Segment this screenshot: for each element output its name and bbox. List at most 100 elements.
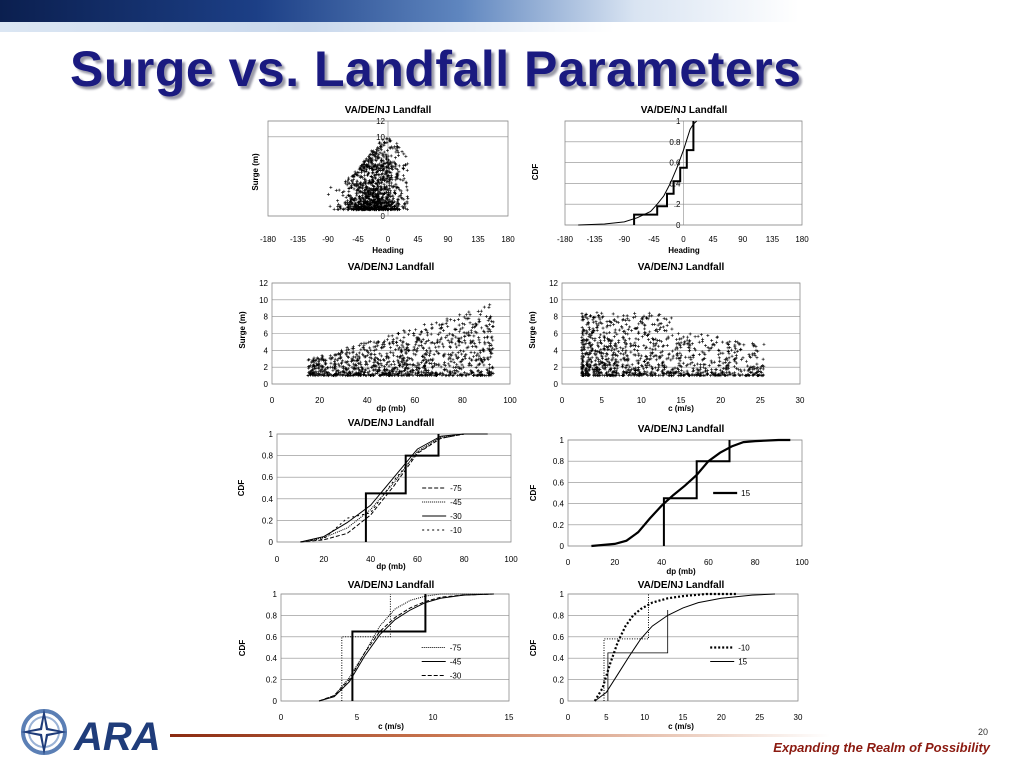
series-line (318, 593, 494, 702)
data-point (608, 341, 612, 345)
data-point (616, 371, 620, 375)
data-point (474, 373, 478, 377)
data-point (604, 372, 608, 376)
data-point (418, 373, 422, 377)
data-point (430, 359, 434, 363)
data-point (400, 197, 404, 201)
data-point (373, 189, 377, 193)
data-point (679, 341, 683, 345)
x-tick-label: 0 (566, 713, 571, 722)
data-point (639, 354, 643, 358)
data-point (468, 372, 472, 376)
data-point (590, 355, 594, 359)
data-point (444, 336, 448, 340)
data-point (595, 356, 599, 360)
data-point (357, 362, 361, 366)
data-point (624, 366, 628, 370)
data-point (337, 364, 341, 368)
data-point (396, 173, 400, 177)
data-point (626, 332, 630, 336)
data-point (360, 187, 364, 191)
data-point (621, 365, 625, 369)
data-point (347, 187, 351, 191)
x-tick-label: -180 (557, 235, 574, 244)
data-point (405, 370, 409, 374)
data-point (677, 363, 681, 367)
data-point (724, 360, 727, 364)
x-tick-label: 20 (315, 396, 324, 405)
data-point (389, 171, 393, 175)
data-point (401, 166, 405, 170)
data-point (346, 360, 350, 364)
data-point (414, 353, 418, 357)
data-point (487, 305, 491, 309)
data-point (345, 183, 349, 187)
data-point (365, 185, 369, 189)
y-tick-label: 0.4 (266, 654, 278, 663)
data-point (621, 352, 625, 356)
data-point (387, 187, 391, 191)
data-point (460, 363, 464, 367)
plot-frame (276, 433, 512, 543)
data-point (450, 370, 454, 374)
data-point (615, 347, 619, 351)
data-point (333, 353, 337, 357)
data-point (367, 369, 371, 373)
data-point (471, 323, 475, 327)
data-point (381, 341, 385, 345)
logo-text: ARA (73, 715, 161, 758)
data-point (436, 340, 440, 344)
data-point (366, 196, 370, 200)
data-point (394, 340, 398, 344)
data-point (484, 315, 488, 319)
data-point (584, 352, 588, 356)
data-point (395, 344, 399, 348)
data-point (415, 349, 419, 353)
data-point (656, 344, 660, 348)
data-point (717, 356, 721, 360)
data-point (336, 204, 340, 208)
data-point (397, 146, 401, 150)
data-point (448, 373, 452, 377)
data-point (449, 318, 453, 322)
data-point (733, 339, 737, 343)
data-point (354, 202, 358, 206)
legend-label: 15 (738, 658, 747, 667)
data-point (371, 183, 375, 187)
data-point (643, 363, 647, 367)
data-point (667, 320, 671, 324)
data-point (337, 207, 341, 211)
data-point (435, 341, 439, 345)
data-point (373, 181, 377, 185)
data-point (639, 371, 643, 375)
data-point (363, 373, 367, 377)
data-point (376, 370, 380, 374)
data-point (352, 183, 356, 187)
data-point (383, 171, 387, 175)
data-point (614, 358, 618, 362)
data-point (405, 346, 409, 350)
data-point (421, 345, 425, 349)
data-point (626, 327, 630, 331)
data-point (478, 371, 482, 375)
y-tick-label: 8 (264, 313, 269, 322)
data-point (631, 371, 635, 375)
data-point (605, 320, 609, 324)
data-point (374, 341, 378, 345)
data-point (377, 366, 381, 370)
data-point (595, 350, 599, 354)
data-point (587, 341, 591, 345)
data-point (604, 351, 608, 355)
x-tick-label: 90 (738, 235, 747, 244)
data-point (325, 373, 329, 377)
x-tick-label: 5 (604, 713, 609, 722)
data-point (312, 373, 316, 377)
data-point (580, 346, 584, 350)
data-point (626, 368, 630, 372)
data-point (647, 363, 651, 367)
data-point (371, 368, 375, 372)
data-point (345, 201, 349, 205)
data-point (385, 140, 389, 144)
data-point (747, 352, 751, 356)
y-tick-label: 0.2 (262, 516, 274, 525)
